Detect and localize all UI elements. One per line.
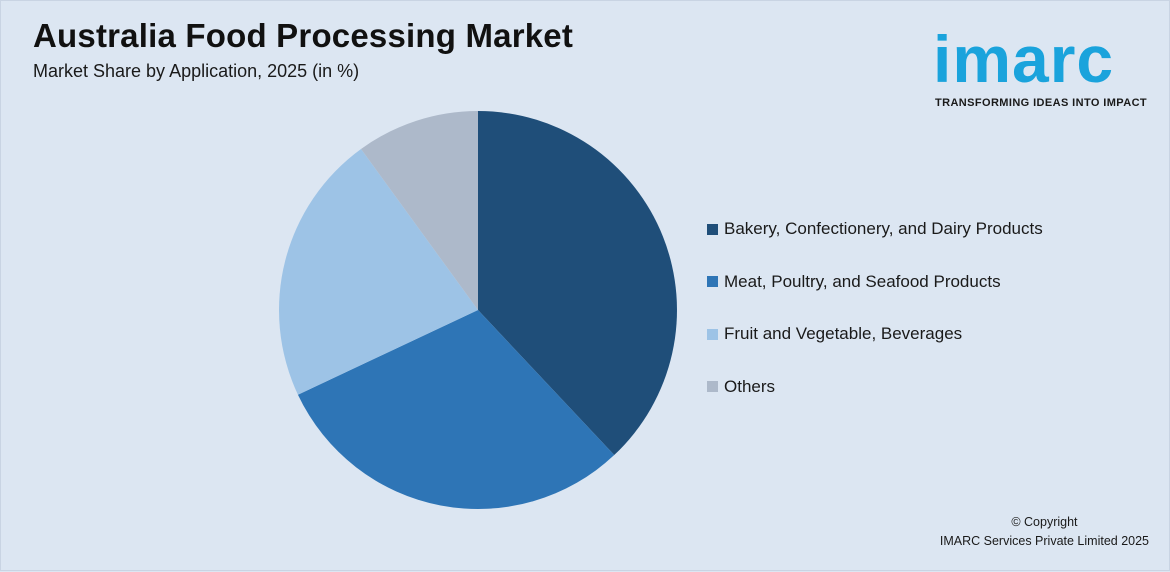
legend-swatch-bakery <box>707 223 718 235</box>
copyright-line-1: © Copyright <box>1011 515 1078 529</box>
legend-item-fruit: Fruit and Vegetable, Beverages <box>707 321 1043 347</box>
legend-swatch-meat <box>707 276 718 287</box>
legend-label-others: Others <box>724 376 776 396</box>
pie-slice-meat <box>297 310 615 509</box>
legend-label-meat: Meat, Poultry, and Seafood Products <box>724 271 1001 291</box>
chart-title: Australia Food Processing Market <box>33 17 574 54</box>
legend-swatch-fruit <box>707 328 718 340</box>
pie-slice-others <box>361 111 478 310</box>
copyright-line-2: IMARC Services Private Limited 2025 <box>939 534 1149 548</box>
chart-legend: Bakery, Confectionery, and Dairy Product… <box>707 216 1043 426</box>
pie-slice-bakery <box>478 111 677 456</box>
logo-tagline: TRANSFORMING IDEAS INTO IMPACT <box>935 97 1148 109</box>
legend-label-fruit: Fruit and Vegetable, Beverages <box>724 324 963 343</box>
legend-item-others: Others <box>707 374 1043 400</box>
legend-swatch-others <box>707 381 718 392</box>
chart-subtitle: Market Share by Application, 2025 (in %) <box>33 61 360 81</box>
legend-item-meat: Meat, Poultry, and Seafood Products <box>707 269 1043 295</box>
pie-slice-fruit <box>279 149 478 395</box>
legend-item-bakery: Bakery, Confectionery, and Dairy Product… <box>707 216 1043 242</box>
copyright-notice: © Copyright IMARC Services Private Limit… <box>940 513 1149 551</box>
logo-wordmark: imarc <box>933 22 1115 96</box>
imarc-logo: imarc TRANSFORMING IDEAS INTO IMPACT <box>931 13 1156 113</box>
legend-label-bakery: Bakery, Confectionery, and Dairy Product… <box>724 219 1043 238</box>
